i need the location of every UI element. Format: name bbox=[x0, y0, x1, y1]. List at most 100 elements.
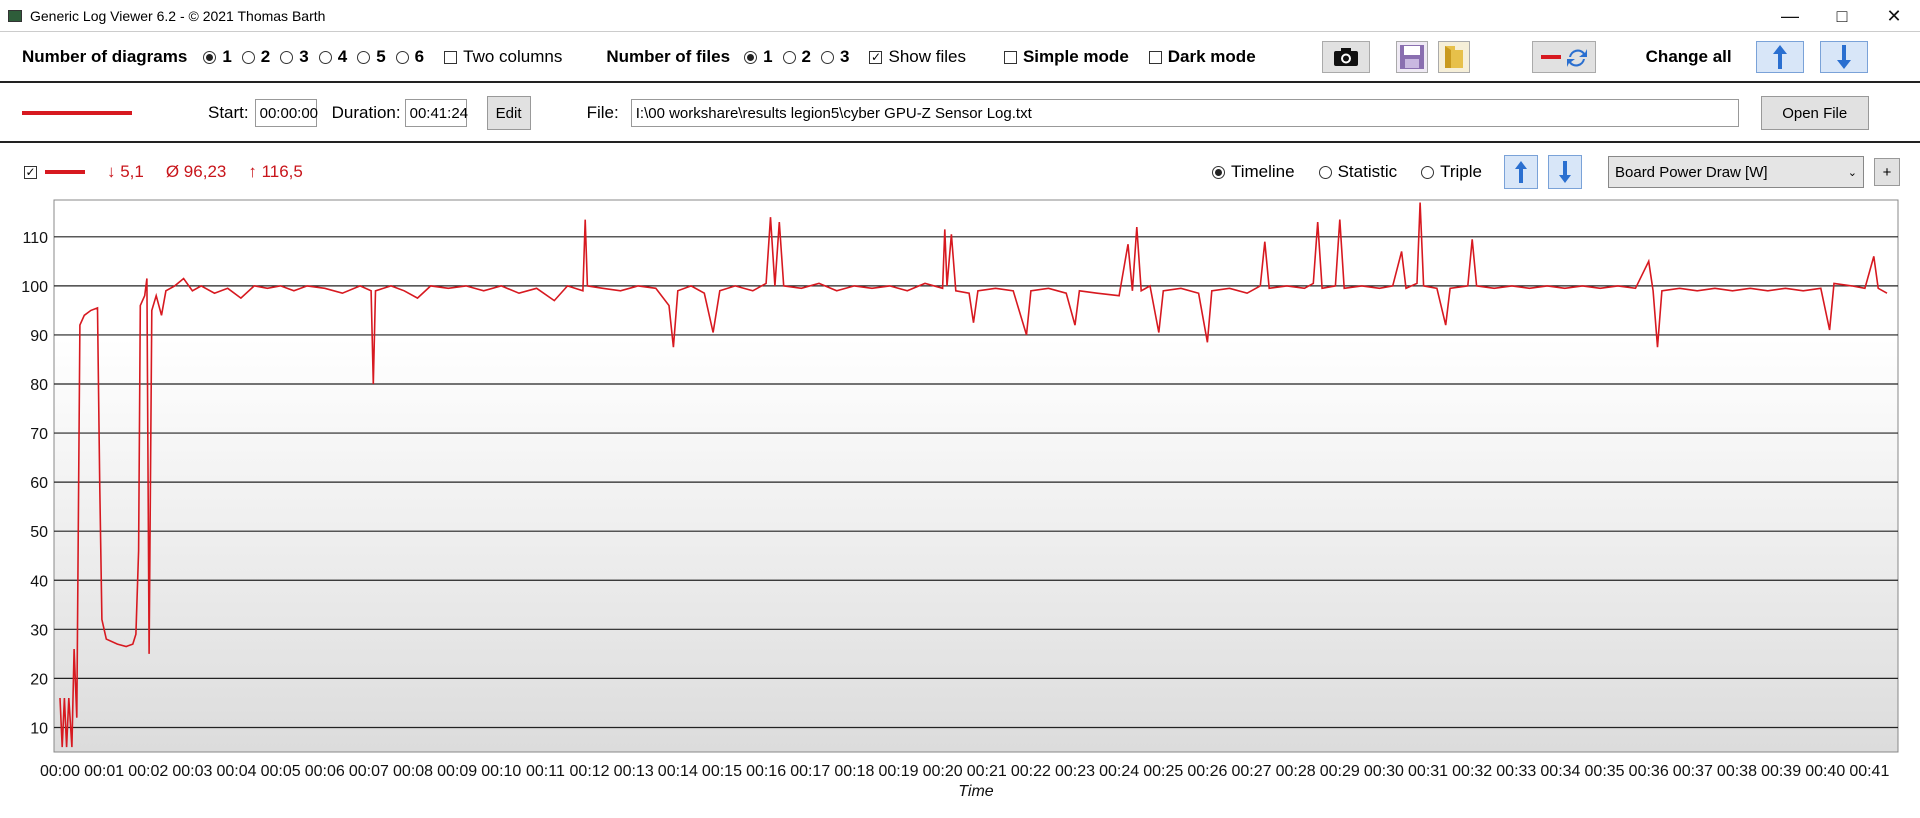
view-timeline-option[interactable]: Timeline bbox=[1211, 162, 1295, 182]
move-all-down-button[interactable] bbox=[1819, 41, 1868, 73]
start-label: Start: bbox=[208, 103, 249, 122]
chevron-down-icon: ⌄ bbox=[1847, 166, 1857, 179]
y-tick-label: 10 bbox=[30, 720, 48, 737]
radio-icon bbox=[1421, 165, 1435, 179]
diagram-count-group: 1 2 3 4 5 6 bbox=[193, 47, 424, 67]
y-tick-label: 90 bbox=[30, 328, 48, 345]
maximize-icon[interactable]: □ bbox=[1836, 5, 1848, 26]
duration-input[interactable]: 00:41:24 bbox=[404, 99, 468, 127]
grid-lines bbox=[54, 236, 1898, 729]
series-visible-checkbox[interactable]: ✓ bbox=[24, 165, 43, 179]
radio-selected-icon bbox=[1211, 165, 1225, 179]
radio-icon bbox=[241, 50, 255, 64]
series-row: ✓ ↓ 5,1 Ø 96,23 ↑ 116,5 Timeline Statist… bbox=[0, 152, 1920, 192]
view-statistic-option[interactable]: Statistic bbox=[1318, 162, 1397, 182]
arrow-down-icon bbox=[1559, 161, 1571, 183]
sensor-select[interactable]: Board Power Draw [W] ⌄ bbox=[1608, 156, 1864, 188]
radio-icon bbox=[318, 50, 332, 64]
simple-mode-checkbox[interactable]: Simple mode bbox=[1003, 47, 1129, 67]
y-axis-labels: 10 20 30 40 50 60 70 80 90 100 110 bbox=[21, 230, 48, 738]
x-tick-label: 00:40 bbox=[1805, 763, 1845, 780]
series-up-button[interactable] bbox=[1504, 155, 1538, 189]
save-button[interactable] bbox=[1395, 41, 1428, 73]
screenshot-button[interactable] bbox=[1321, 41, 1370, 73]
open-folder-button[interactable] bbox=[1437, 41, 1470, 73]
series-color-swatch[interactable] bbox=[22, 110, 132, 116]
series-line-swatch bbox=[45, 170, 85, 174]
y-tick-label: 50 bbox=[30, 524, 48, 541]
main-toolbar: Number of diagrams 1 2 3 4 5 6 Two colum… bbox=[0, 33, 1920, 83]
radio-icon bbox=[280, 50, 294, 64]
diagram-option-5[interactable]: 5 bbox=[357, 47, 386, 67]
diagram-option-2[interactable]: 2 bbox=[241, 47, 270, 67]
x-tick-label: 00:03 bbox=[172, 763, 212, 780]
x-axis-title: Time bbox=[958, 783, 994, 800]
x-tick-label: 00:00 bbox=[40, 763, 80, 780]
file-path-input[interactable]: I:\00 workshare\results legion5\cyber GP… bbox=[630, 99, 1739, 127]
file-option-2[interactable]: 2 bbox=[782, 47, 811, 67]
diagram-option-4[interactable]: 4 bbox=[318, 47, 347, 67]
x-tick-label: 00:32 bbox=[1452, 763, 1492, 780]
x-tick-label: 00:12 bbox=[570, 763, 610, 780]
x-tick-label: 00:02 bbox=[128, 763, 168, 780]
y-tick-label: 70 bbox=[30, 426, 48, 443]
checkbox-icon bbox=[444, 50, 458, 64]
x-tick-label: 00:07 bbox=[349, 763, 389, 780]
x-tick-label: 00:35 bbox=[1585, 763, 1625, 780]
x-tick-label: 00:31 bbox=[1408, 763, 1448, 780]
x-tick-label: 00:38 bbox=[1717, 763, 1757, 780]
x-tick-label: 00:34 bbox=[1540, 763, 1580, 780]
checkbox-icon bbox=[1003, 50, 1017, 64]
file-option-1[interactable]: 1 bbox=[744, 47, 773, 67]
radio-icon bbox=[357, 50, 371, 64]
x-tick-label: 00:30 bbox=[1364, 763, 1404, 780]
x-tick-label: 00:09 bbox=[437, 763, 477, 780]
radio-selected-icon bbox=[744, 50, 758, 64]
camera-icon bbox=[1333, 48, 1358, 66]
dark-mode-checkbox[interactable]: Dark mode bbox=[1148, 47, 1256, 67]
y-tick-label: 20 bbox=[30, 671, 48, 688]
file-label: File: bbox=[586, 103, 619, 122]
add-series-button[interactable]: + bbox=[1874, 158, 1900, 186]
close-icon[interactable]: ✕ bbox=[1886, 5, 1902, 26]
num-diagrams-label: Number of diagrams bbox=[22, 47, 188, 66]
series-line bbox=[59, 202, 1888, 748]
arrow-up-icon bbox=[1515, 161, 1527, 183]
radio-icon bbox=[782, 50, 796, 64]
file-option-3[interactable]: 3 bbox=[821, 47, 849, 67]
x-tick-label: 00:14 bbox=[658, 763, 698, 780]
y-tick-label: 80 bbox=[30, 377, 48, 394]
move-all-up-button[interactable] bbox=[1755, 41, 1804, 73]
x-tick-label: 00:15 bbox=[702, 763, 742, 780]
start-time-input[interactable]: 00:00:00 bbox=[254, 99, 318, 127]
plot-area bbox=[53, 199, 1899, 753]
radio-icon bbox=[395, 50, 409, 64]
folder-icon bbox=[1444, 46, 1463, 68]
checkbox-icon bbox=[1148, 50, 1162, 64]
title-bar: Generic Log Viewer 6.2 - © 2021 Thomas B… bbox=[0, 0, 1920, 32]
floppy-icon bbox=[1399, 45, 1424, 69]
x-tick-label: 00:13 bbox=[614, 763, 654, 780]
x-tick-label: 00:21 bbox=[967, 763, 1007, 780]
edit-button[interactable]: Edit bbox=[486, 96, 531, 130]
diagram-option-3[interactable]: 3 bbox=[280, 47, 309, 67]
checkmark-icon: ✓ bbox=[24, 165, 37, 179]
diagram-option-6[interactable]: 6 bbox=[395, 47, 424, 67]
open-file-button[interactable]: Open File bbox=[1760, 96, 1869, 130]
radio-icon bbox=[1318, 165, 1332, 179]
minimize-icon[interactable]: — bbox=[1781, 5, 1799, 26]
swap-color-button[interactable] bbox=[1531, 41, 1596, 73]
x-tick-label: 00:41 bbox=[1849, 763, 1889, 780]
series-down-button[interactable] bbox=[1548, 155, 1582, 189]
show-files-checkbox[interactable]: ✓ Show files bbox=[869, 47, 966, 66]
two-columns-checkbox[interactable]: Two columns bbox=[444, 47, 562, 67]
x-tick-label: 00:17 bbox=[790, 763, 830, 780]
app-icon bbox=[8, 9, 22, 22]
diagram-option-1[interactable]: 1 bbox=[203, 47, 232, 67]
x-tick-label: 00:20 bbox=[923, 763, 963, 780]
x-tick-label: 00:22 bbox=[1011, 763, 1051, 780]
x-tick-label: 00:33 bbox=[1496, 763, 1536, 780]
view-triple-option[interactable]: Triple bbox=[1421, 162, 1482, 182]
file-row: Start: 00:00:00 Duration: 00:41:24 Edit … bbox=[0, 85, 1920, 143]
avg-value: Ø 96,23 bbox=[165, 162, 227, 181]
